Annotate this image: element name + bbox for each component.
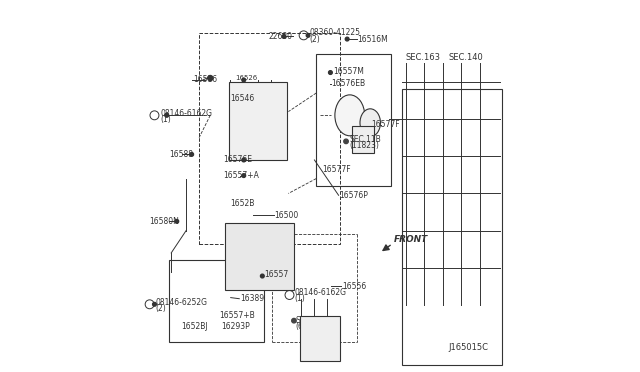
- Circle shape: [207, 76, 213, 81]
- Text: (62500): (62500): [296, 322, 326, 331]
- Text: 16576P: 16576P: [339, 191, 368, 200]
- Text: (1): (1): [161, 115, 172, 124]
- Circle shape: [165, 113, 168, 117]
- Circle shape: [306, 33, 310, 37]
- Circle shape: [328, 71, 332, 74]
- Circle shape: [152, 302, 156, 306]
- Text: 16500: 16500: [275, 211, 299, 219]
- Bar: [402, 89, 502, 365]
- Circle shape: [242, 78, 246, 82]
- Text: SEC.11B: SEC.11B: [349, 135, 381, 144]
- Text: 16557+B: 16557+B: [220, 311, 255, 320]
- Circle shape: [175, 219, 179, 223]
- Text: 16557+A: 16557+A: [223, 171, 259, 180]
- Bar: [229, 82, 287, 160]
- Text: (1): (1): [294, 294, 305, 303]
- Circle shape: [282, 35, 286, 38]
- Text: (2): (2): [156, 304, 166, 312]
- Circle shape: [242, 174, 246, 177]
- Text: 16556: 16556: [342, 282, 367, 291]
- Text: SEC.140: SEC.140: [449, 53, 483, 62]
- Text: 08146-6162G: 08146-6162G: [294, 288, 347, 297]
- Bar: [199, 33, 340, 244]
- Text: 08146-6162G: 08146-6162G: [161, 109, 212, 118]
- Text: 16577F: 16577F: [371, 120, 400, 129]
- Text: SEC.163: SEC.163: [406, 53, 440, 62]
- Text: 1652BJ: 1652BJ: [181, 322, 208, 331]
- Text: 08360-41225: 08360-41225: [310, 28, 360, 37]
- Text: 16526: 16526: [236, 75, 258, 81]
- Ellipse shape: [360, 109, 380, 137]
- Text: 22680: 22680: [269, 32, 292, 41]
- Bar: [225, 223, 294, 290]
- Circle shape: [346, 37, 349, 41]
- Text: 16557: 16557: [264, 270, 289, 279]
- Text: 16389: 16389: [240, 294, 264, 303]
- Text: 16546: 16546: [230, 94, 254, 103]
- Text: (2): (2): [310, 35, 321, 44]
- Text: 16576EB: 16576EB: [331, 79, 365, 88]
- Text: 08146-6252G: 08146-6252G: [156, 298, 207, 307]
- Circle shape: [242, 158, 246, 162]
- Text: 1652B: 1652B: [230, 199, 254, 208]
- Text: 16516: 16516: [193, 76, 218, 84]
- Ellipse shape: [335, 95, 365, 136]
- Text: 16557M: 16557M: [333, 67, 364, 76]
- Text: SEC.625: SEC.625: [296, 316, 328, 325]
- Circle shape: [260, 274, 264, 278]
- Text: 16516M: 16516M: [357, 35, 388, 44]
- Text: J165015C: J165015C: [449, 343, 488, 352]
- Text: 16576E: 16576E: [223, 155, 252, 164]
- Circle shape: [190, 153, 193, 156]
- Circle shape: [292, 318, 296, 323]
- Text: (11823): (11823): [349, 141, 379, 150]
- Bar: [316, 54, 390, 186]
- Bar: [300, 316, 340, 361]
- Text: 16293P: 16293P: [221, 322, 250, 331]
- Bar: [351, 126, 374, 153]
- Circle shape: [344, 139, 348, 144]
- Bar: [170, 260, 264, 342]
- Text: 16580N: 16580N: [149, 217, 179, 226]
- Text: FRONT: FRONT: [394, 235, 428, 244]
- Text: 16577F: 16577F: [322, 165, 351, 174]
- Text: 16588: 16588: [170, 150, 193, 159]
